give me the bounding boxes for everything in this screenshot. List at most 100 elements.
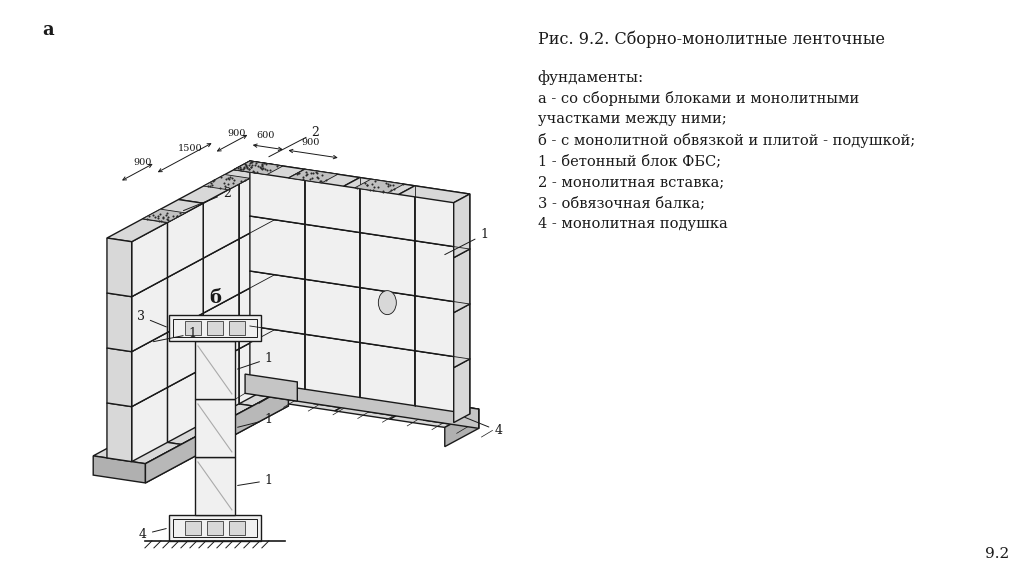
Polygon shape bbox=[145, 445, 181, 483]
Polygon shape bbox=[233, 161, 305, 178]
Polygon shape bbox=[250, 161, 305, 224]
Bar bbox=[169, 515, 261, 541]
Polygon shape bbox=[424, 401, 478, 429]
Polygon shape bbox=[415, 295, 470, 359]
Polygon shape bbox=[390, 401, 478, 427]
Polygon shape bbox=[289, 169, 359, 186]
Polygon shape bbox=[454, 194, 470, 257]
Text: а - со сборными блоками и монолитными: а - со сборными блоками и монолитными bbox=[538, 91, 859, 106]
Polygon shape bbox=[214, 161, 274, 184]
Text: 4 - монолитная подушка: 4 - монолитная подушка bbox=[538, 217, 727, 231]
Bar bbox=[207, 521, 223, 535]
Text: 2 - монолитная вставка;: 2 - монолитная вставка; bbox=[538, 175, 724, 189]
Polygon shape bbox=[233, 161, 283, 175]
Polygon shape bbox=[359, 177, 415, 241]
Polygon shape bbox=[165, 398, 253, 425]
Text: 900: 900 bbox=[227, 129, 246, 138]
Polygon shape bbox=[239, 165, 274, 239]
Text: 4: 4 bbox=[139, 528, 166, 541]
Polygon shape bbox=[454, 304, 470, 367]
Bar bbox=[185, 321, 201, 335]
Polygon shape bbox=[444, 409, 478, 446]
Text: 1: 1 bbox=[238, 474, 272, 487]
Text: а: а bbox=[42, 21, 53, 39]
Polygon shape bbox=[167, 258, 203, 332]
Polygon shape bbox=[313, 384, 369, 412]
Text: 9.2: 9.2 bbox=[985, 547, 1010, 561]
Polygon shape bbox=[415, 351, 470, 414]
Polygon shape bbox=[454, 359, 470, 423]
Text: Рис. 9.2. Сборно-монолитные ленточные: Рис. 9.2. Сборно-монолитные ленточные bbox=[538, 30, 885, 48]
Polygon shape bbox=[239, 219, 274, 294]
Polygon shape bbox=[203, 349, 239, 423]
Polygon shape bbox=[259, 376, 478, 429]
Polygon shape bbox=[289, 169, 338, 183]
Polygon shape bbox=[354, 179, 403, 193]
Polygon shape bbox=[145, 386, 289, 483]
Bar bbox=[195, 341, 234, 399]
Polygon shape bbox=[398, 186, 470, 203]
Polygon shape bbox=[239, 275, 274, 349]
Text: фундаменты:: фундаменты: bbox=[538, 70, 644, 85]
Polygon shape bbox=[233, 161, 274, 173]
Text: 1: 1 bbox=[238, 352, 272, 369]
Polygon shape bbox=[106, 293, 132, 352]
Polygon shape bbox=[204, 175, 250, 190]
Polygon shape bbox=[280, 384, 369, 411]
Bar bbox=[195, 399, 234, 457]
Polygon shape bbox=[253, 386, 289, 425]
Polygon shape bbox=[250, 216, 305, 279]
Bar bbox=[185, 521, 201, 535]
Bar bbox=[207, 321, 223, 335]
Polygon shape bbox=[167, 368, 203, 442]
Polygon shape bbox=[106, 403, 132, 461]
Polygon shape bbox=[359, 343, 415, 406]
Text: 1: 1 bbox=[444, 228, 488, 255]
Polygon shape bbox=[201, 379, 289, 406]
Polygon shape bbox=[305, 279, 359, 343]
Polygon shape bbox=[335, 393, 424, 419]
Polygon shape bbox=[305, 224, 359, 287]
Polygon shape bbox=[250, 271, 305, 334]
Polygon shape bbox=[203, 184, 239, 258]
Text: 900: 900 bbox=[301, 138, 319, 147]
Polygon shape bbox=[305, 334, 359, 397]
Polygon shape bbox=[369, 393, 424, 420]
Polygon shape bbox=[132, 388, 167, 461]
Polygon shape bbox=[259, 376, 313, 404]
Polygon shape bbox=[167, 313, 203, 388]
Polygon shape bbox=[245, 374, 297, 401]
Polygon shape bbox=[93, 437, 181, 464]
Polygon shape bbox=[106, 348, 132, 407]
Text: 1: 1 bbox=[154, 327, 197, 342]
Polygon shape bbox=[132, 222, 167, 297]
Polygon shape bbox=[106, 238, 132, 297]
Text: 1 - бетонный блок ФБС;: 1 - бетонный блок ФБС; bbox=[538, 154, 721, 168]
Polygon shape bbox=[178, 180, 239, 203]
Polygon shape bbox=[142, 209, 185, 222]
Bar bbox=[195, 457, 234, 515]
Polygon shape bbox=[181, 425, 217, 464]
Polygon shape bbox=[344, 177, 415, 195]
Polygon shape bbox=[167, 203, 203, 278]
Ellipse shape bbox=[378, 291, 396, 314]
Polygon shape bbox=[239, 329, 274, 404]
Text: б - с монолитной обвязкой и плитой - подушкой;: б - с монолитной обвязкой и плитой - под… bbox=[538, 133, 915, 148]
Polygon shape bbox=[359, 287, 415, 351]
Text: 600: 600 bbox=[257, 131, 274, 140]
Polygon shape bbox=[225, 376, 313, 403]
Text: 3: 3 bbox=[137, 310, 166, 327]
Text: 1500: 1500 bbox=[177, 143, 202, 153]
Polygon shape bbox=[217, 406, 253, 445]
Text: 4: 4 bbox=[465, 418, 502, 437]
Polygon shape bbox=[203, 239, 239, 313]
Text: 1: 1 bbox=[238, 413, 272, 427]
Bar bbox=[229, 521, 245, 535]
Polygon shape bbox=[129, 418, 217, 445]
Polygon shape bbox=[142, 199, 203, 222]
Polygon shape bbox=[305, 169, 359, 233]
Polygon shape bbox=[415, 186, 470, 249]
Polygon shape bbox=[93, 456, 145, 483]
Polygon shape bbox=[359, 233, 415, 295]
Bar bbox=[169, 315, 261, 341]
